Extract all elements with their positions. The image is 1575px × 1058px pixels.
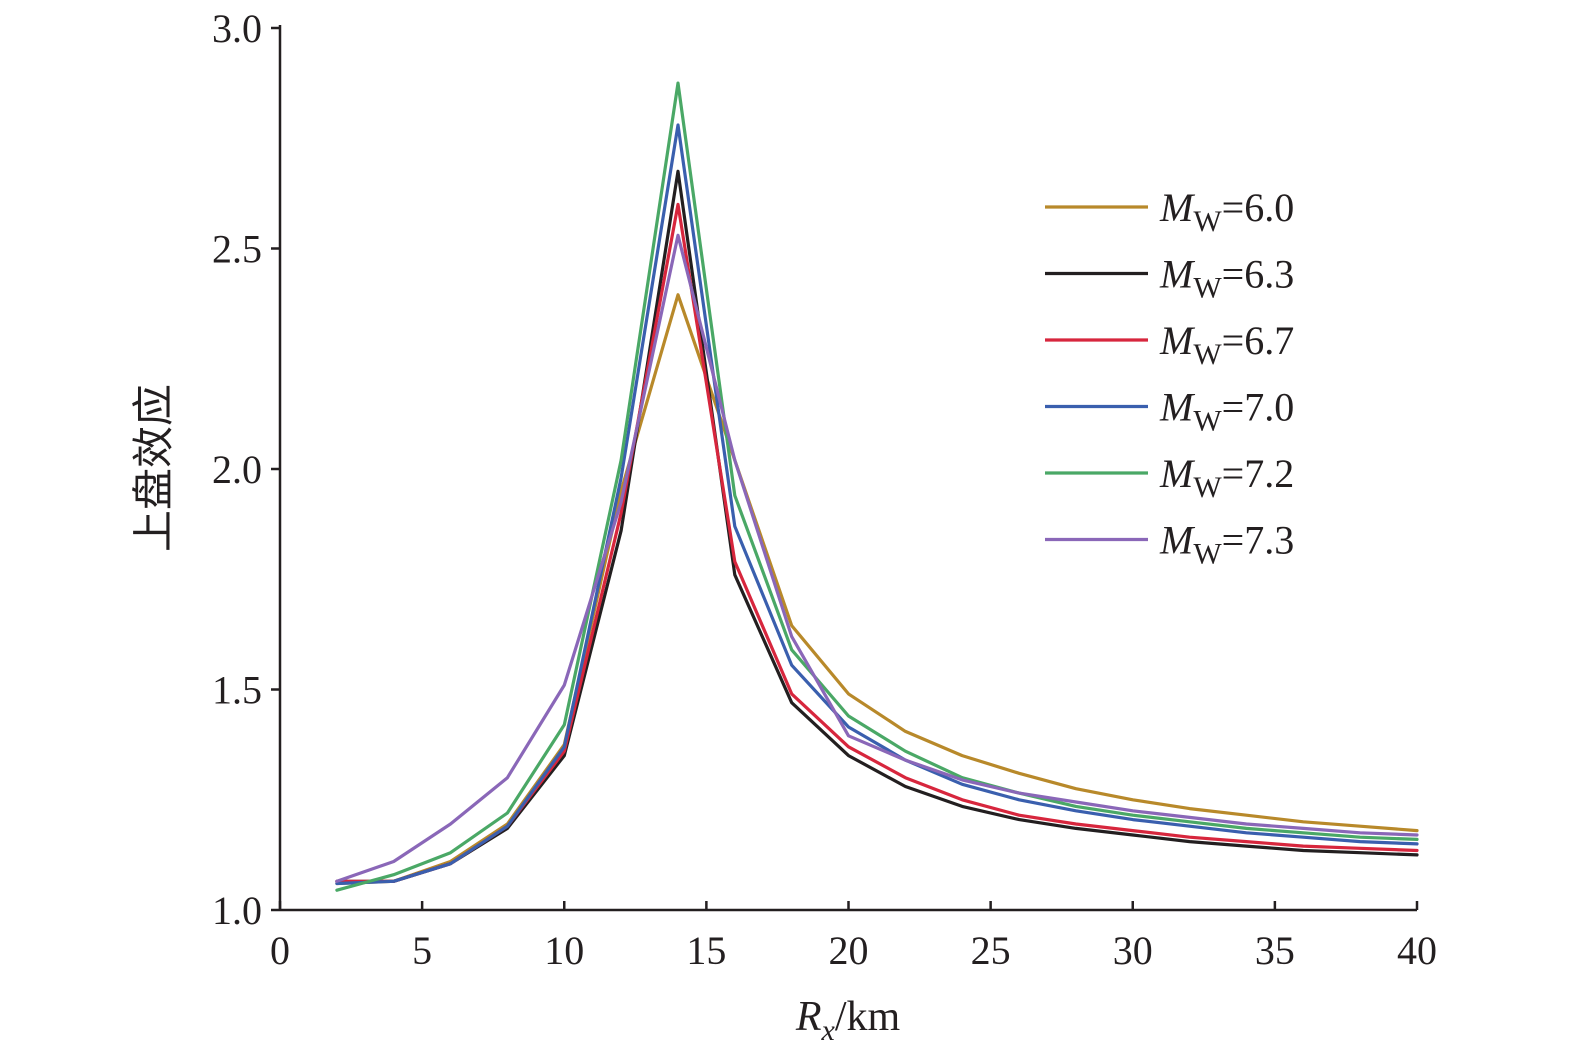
legend-item: MW=6.7 [1045, 318, 1294, 371]
legend-item: MW=6.0 [1045, 185, 1294, 238]
x-tick-label: 40 [1397, 928, 1437, 973]
x-tick-label: 30 [1113, 928, 1153, 973]
series-line [335, 81, 1419, 892]
legend-label: MW=7.3 [1159, 518, 1294, 571]
legend-label: MW=6.0 [1159, 185, 1294, 238]
series-line [335, 293, 1419, 886]
legend-label: MW=6.7 [1159, 318, 1294, 371]
x-tick-label: 0 [270, 928, 290, 973]
series-line [335, 233, 1419, 883]
y-tick-label: 1.0 [212, 888, 262, 933]
x-tick-label: 5 [412, 928, 432, 973]
legend-label: MW=7.0 [1159, 385, 1294, 438]
x-tick-label: 35 [1255, 928, 1295, 973]
legend-item: MW=7.3 [1045, 518, 1294, 571]
legend-label: MW=7.2 [1159, 451, 1294, 504]
legend-item: MW=7.2 [1045, 451, 1294, 504]
x-tick-label: 15 [686, 928, 726, 973]
y-tick-label: 2.5 [212, 227, 262, 272]
y-ticks: 1.0 1.5 2.0 2.5 3.0 [212, 6, 280, 933]
x-axis-title-subscript: x [820, 1014, 835, 1047]
x-axis-title: Rx/km [795, 994, 901, 1047]
series-lines [335, 81, 1419, 892]
legend-item: MW=7.0 [1045, 385, 1294, 438]
legend: MW=6.0 MW=6.3 MW=6.7 MW=7.0 MW=7.2 MW=7.3 [1045, 185, 1294, 571]
y-tick-label: 2.0 [212, 447, 262, 492]
x-tick-label: 20 [829, 928, 869, 973]
y-tick-label: 3.0 [212, 6, 262, 51]
x-tick-label: 25 [971, 928, 1011, 973]
x-axis-title-unit: /km [835, 994, 901, 1040]
series-line [335, 123, 1419, 886]
legend-item: MW=6.3 [1045, 252, 1294, 305]
x-tick-label: 10 [544, 928, 584, 973]
y-tick-label: 1.5 [212, 668, 262, 713]
y-axis-title: 上盘效应 [131, 384, 178, 552]
x-ticks: 0 5 10 15 20 25 30 35 40 [270, 901, 1437, 973]
x-axis-title-main: R [795, 994, 822, 1040]
legend-label: MW=6.3 [1159, 252, 1294, 305]
